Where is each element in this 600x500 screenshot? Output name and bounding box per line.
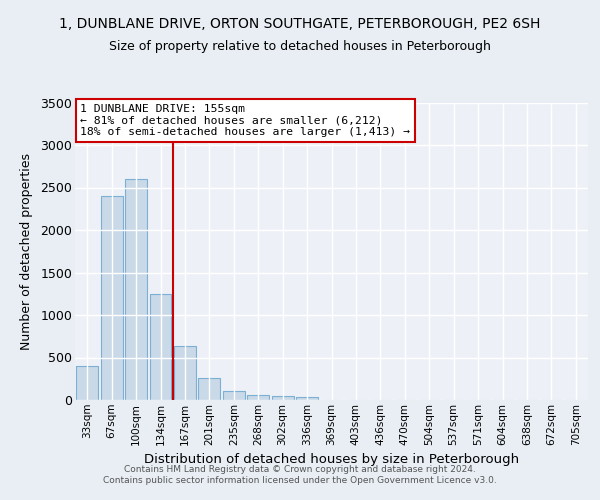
Y-axis label: Number of detached properties: Number of detached properties <box>20 153 34 350</box>
Bar <box>223 390 245 400</box>
Text: 1 DUNBLANE DRIVE: 155sqm
← 81% of detached houses are smaller (6,212)
18% of sem: 1 DUNBLANE DRIVE: 155sqm ← 81% of detach… <box>80 104 410 137</box>
Text: Contains HM Land Registry data © Crown copyright and database right 2024.: Contains HM Land Registry data © Crown c… <box>124 465 476 474</box>
Bar <box>76 366 98 400</box>
Bar <box>272 396 293 400</box>
Bar <box>296 398 318 400</box>
Bar <box>149 294 172 400</box>
Bar <box>125 179 147 400</box>
Bar <box>101 196 122 400</box>
Text: Contains public sector information licensed under the Open Government Licence v3: Contains public sector information licen… <box>103 476 497 485</box>
X-axis label: Distribution of detached houses by size in Peterborough: Distribution of detached houses by size … <box>144 453 519 466</box>
Bar <box>174 346 196 400</box>
Text: Size of property relative to detached houses in Peterborough: Size of property relative to detached ho… <box>109 40 491 53</box>
Text: 1, DUNBLANE DRIVE, ORTON SOUTHGATE, PETERBOROUGH, PE2 6SH: 1, DUNBLANE DRIVE, ORTON SOUTHGATE, PETE… <box>59 18 541 32</box>
Bar <box>247 395 269 400</box>
Bar <box>199 378 220 400</box>
